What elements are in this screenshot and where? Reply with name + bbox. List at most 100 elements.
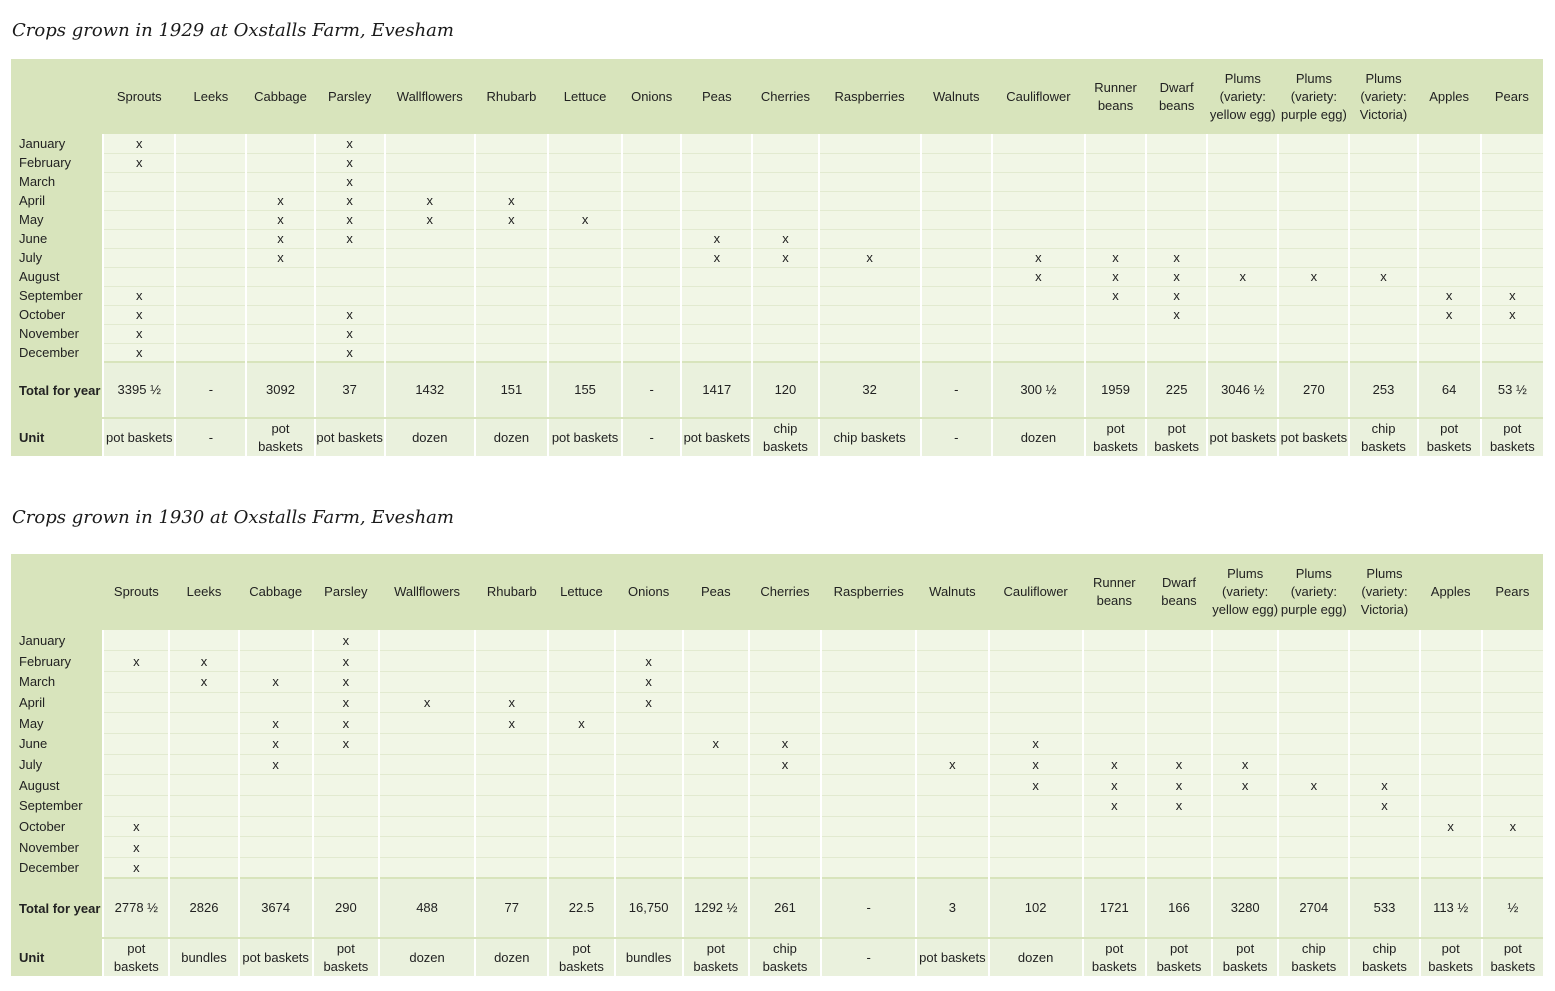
cell-sprouts: [102, 191, 176, 211]
cell-plums-variety-purple-egg: [1277, 153, 1350, 173]
cell-plums-variety-yellow-egg: [1211, 692, 1279, 714]
cell-wallflowers: [383, 229, 475, 249]
cell-lettuce: [547, 733, 615, 755]
total-pears: ½: [1480, 877, 1543, 940]
cell-lettuce: [546, 134, 623, 154]
cell-walnuts: [915, 857, 989, 879]
cell-pears: [1479, 172, 1543, 192]
cell-walnuts: [919, 134, 992, 154]
total-dwarf-beans: 225: [1145, 361, 1208, 419]
cell-plums-variety-victoria: [1348, 248, 1418, 268]
cell-cherries: [751, 305, 819, 325]
cell-plums-variety-yellow-egg: x: [1211, 774, 1279, 796]
column-header-cherries: Cherries: [748, 554, 822, 630]
cell-dwarf-beans: x: [1145, 267, 1208, 287]
column-header-cabbage: Cabbage: [238, 554, 313, 630]
cell-rhubarb: [474, 630, 549, 652]
cell-cabbage: x: [245, 191, 315, 211]
cell-cauliflower: [987, 795, 1083, 817]
cell-rhubarb: [473, 172, 548, 192]
cell-pears: x: [1479, 305, 1543, 325]
cell-cauliflower: [987, 671, 1083, 693]
cell-cherries: [751, 267, 819, 287]
cell-raspberries: [820, 733, 917, 755]
total-runner-beans: 1959: [1083, 361, 1147, 419]
cell-walnuts: [915, 836, 989, 859]
cell-plums-variety-purple-egg: [1277, 210, 1350, 230]
cell-parsley: [311, 816, 379, 838]
cell-pears: [1480, 857, 1543, 879]
cell-wallflowers: [383, 343, 475, 363]
cell-rhubarb: [473, 229, 548, 249]
cell-dwarf-beans: [1144, 816, 1213, 838]
cell-peas: [680, 267, 753, 287]
cell-raspberries: [820, 774, 917, 796]
total-plums-variety-victoria: 533: [1348, 877, 1420, 940]
unit-pears: pot baskets: [1479, 418, 1543, 456]
cell-sprouts: [102, 754, 170, 776]
cell-runner-beans: [1083, 343, 1147, 363]
cell-dwarf-beans: x: [1144, 754, 1213, 776]
total-plums-variety-purple-egg: 270: [1277, 361, 1350, 419]
cell-apples: [1416, 191, 1481, 211]
column-header-pears: Pears: [1481, 554, 1543, 630]
unit-pears: pot baskets: [1480, 938, 1543, 977]
cell-walnuts: [915, 692, 989, 714]
cell-raspberries: [820, 816, 917, 838]
total-onions: 16,750: [613, 877, 683, 940]
cell-parsley: [311, 774, 379, 796]
cell-cherries: [751, 324, 819, 344]
cell-peas: [681, 795, 749, 817]
cell-plums-variety-victoria: [1348, 630, 1420, 652]
month-row-march: March x x x x: [11, 671, 1543, 693]
cell-leeks: [174, 210, 247, 230]
cell-leeks: [174, 324, 247, 344]
column-header-wallflowers: Wallflowers: [384, 59, 475, 134]
cell-plums-variety-purple-egg: [1277, 754, 1350, 776]
unit-cherries: chip baskets: [751, 418, 819, 456]
cell-apples: [1418, 836, 1482, 859]
cell-plums-variety-victoria: [1348, 671, 1420, 693]
cell-cabbage: [237, 650, 313, 672]
total-plums-variety-yellow-egg: 3280: [1211, 877, 1279, 940]
cell-walnuts: [915, 650, 989, 672]
cell-lettuce: [546, 153, 623, 173]
cell-peas: [680, 134, 753, 154]
cell-apples: [1418, 650, 1482, 672]
cell-parsley: x: [313, 324, 385, 344]
cell-runner-beans: [1083, 324, 1147, 344]
cell-walnuts: [915, 774, 989, 796]
total-row: Total for year 3395 ½ -3092 37 1432 151 155-14…: [11, 361, 1543, 419]
cell-walnuts: x: [915, 754, 989, 776]
cell-runner-beans: [1081, 692, 1146, 714]
cell-sprouts: x: [102, 286, 176, 306]
cell-cauliflower: [990, 134, 1085, 154]
cell-cabbage: [245, 134, 315, 154]
cell-runner-beans: x: [1081, 795, 1146, 817]
cell-plums-variety-purple-egg: [1277, 816, 1350, 838]
total-leeks: 2826: [168, 877, 239, 940]
cell-leeks: [168, 733, 239, 755]
cell-lettuce: [546, 267, 623, 287]
column-header-leeks: Leeks: [175, 59, 247, 134]
total-peas: 1292 ½: [681, 877, 749, 940]
cell-runner-beans: x: [1083, 286, 1147, 306]
cell-onions: [621, 248, 682, 268]
total-cauliflower: 102: [987, 877, 1083, 940]
month-row-july: July x x x x x x x: [11, 248, 1543, 268]
cell-raspberries: [820, 795, 917, 817]
month-label: November: [11, 324, 104, 344]
cell-dwarf-beans: [1144, 712, 1213, 734]
cell-cherries: [747, 836, 822, 859]
cell-wallflowers: [377, 795, 476, 817]
cell-lettuce: [547, 754, 615, 776]
cell-peas: [681, 692, 749, 714]
month-row-march: March x: [11, 172, 1543, 192]
total-plums-variety-purple-egg: 2704: [1277, 877, 1350, 940]
unit-walnuts: -: [919, 418, 992, 456]
cell-plums-variety-yellow-egg: [1206, 172, 1279, 192]
cell-plums-variety-victoria: [1348, 229, 1418, 249]
cell-leeks: [174, 267, 247, 287]
column-header-cherries: Cherries: [752, 59, 819, 134]
cell-onions: [621, 191, 682, 211]
